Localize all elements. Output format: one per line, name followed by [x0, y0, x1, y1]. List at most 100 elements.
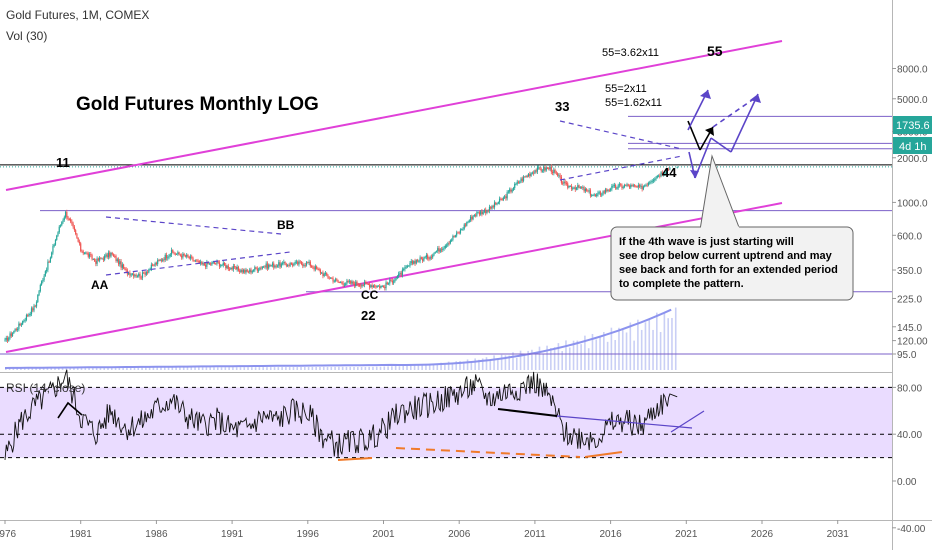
candle-body [143, 272, 145, 274]
volume-bar [46, 367, 49, 370]
volume-bar [375, 366, 378, 370]
volume-bar [69, 367, 71, 370]
candle-body [249, 269, 251, 273]
candle-body [30, 308, 33, 315]
candle-body [90, 254, 92, 256]
candle-body [492, 206, 494, 208]
candle-body [627, 184, 629, 186]
candle-body [604, 189, 607, 193]
candle-body [606, 189, 608, 192]
volume-bar [118, 367, 121, 370]
candle-body [534, 170, 536, 174]
wave-label-33: 33 [555, 99, 569, 114]
candle-body [191, 256, 193, 258]
volume-bar [523, 354, 526, 370]
candle-body [481, 211, 483, 215]
candle-body [254, 267, 256, 271]
candle-body [379, 285, 381, 288]
candle-body [505, 196, 507, 199]
volume-bar [110, 367, 113, 370]
candle-body [182, 253, 184, 258]
candle-body [302, 264, 304, 266]
candle-body [553, 169, 555, 173]
wave-label-44: 44 [662, 165, 677, 180]
arrow-head [750, 94, 761, 103]
volume-bar [595, 339, 598, 370]
candle-body [403, 269, 405, 270]
candle-body [597, 192, 599, 195]
candle-body [159, 259, 161, 261]
candle-body [153, 264, 155, 266]
candle-body [646, 184, 648, 186]
candle-body [24, 319, 26, 321]
candle-body [208, 263, 210, 265]
candle-body [62, 220, 64, 223]
candle-body [511, 189, 513, 192]
volume-bar [538, 346, 541, 370]
triangle-upper-33-44 [559, 120, 683, 150]
candle-body [506, 192, 508, 199]
candle-body [389, 279, 391, 284]
candle-body [327, 275, 329, 278]
candle-body [593, 194, 595, 196]
volume-bar [587, 348, 590, 370]
candle-body [139, 273, 141, 278]
candle-body [607, 190, 609, 192]
volume-bar [156, 367, 158, 370]
volume-bar [659, 332, 662, 370]
candle-body [136, 276, 139, 277]
volume-bar [12, 367, 15, 370]
candle-body [172, 249, 174, 253]
candle-body [498, 198, 501, 203]
volume-bar [99, 367, 102, 370]
candle-body [633, 185, 636, 187]
volume-bar [648, 319, 651, 370]
candle-body [183, 253, 185, 256]
volume-bar [372, 366, 374, 370]
volume-bar [338, 366, 340, 370]
candle-body [319, 270, 322, 274]
candle-body [310, 266, 313, 267]
candle-body [266, 263, 269, 269]
candle-body [588, 190, 590, 192]
candle-body [583, 187, 585, 192]
candle-body [408, 265, 410, 267]
rsi-low-marker-2 [584, 451, 623, 458]
candle-body [427, 255, 429, 259]
candle-body [280, 263, 282, 267]
candle-body [422, 258, 424, 261]
candle-body [120, 261, 122, 268]
candle-body [184, 255, 187, 257]
candle-body [38, 291, 40, 295]
volume-bar [292, 367, 295, 370]
volume-bar [637, 319, 639, 370]
volume-bar [42, 367, 45, 370]
candle-body [119, 261, 121, 265]
candle-body [237, 266, 240, 271]
volume-bar [478, 359, 480, 370]
candle-body [641, 185, 643, 190]
candle-body [375, 286, 377, 288]
candle-body [447, 243, 449, 246]
volume-bar [137, 367, 140, 370]
candle-body [419, 257, 421, 262]
candle-body [514, 184, 516, 189]
volume-bar [656, 312, 658, 370]
candle-body [568, 186, 570, 188]
candle-body [390, 279, 392, 281]
candle-body [168, 255, 170, 258]
candle-body [570, 186, 573, 189]
volume-bar [334, 366, 336, 370]
price-axis-tick-label: 5000.0 [897, 95, 928, 106]
volume-bar [171, 367, 174, 370]
candle-body [220, 265, 222, 267]
candle-body [386, 282, 388, 285]
candle-body [612, 185, 614, 187]
volume-bar [285, 367, 287, 370]
volume-bar [141, 367, 143, 370]
candle-body [512, 188, 515, 190]
candle-body [206, 262, 208, 267]
candle-body [384, 287, 386, 289]
rsi-indicator-label: RSI (14, close) [6, 381, 85, 395]
candle-body [500, 198, 502, 200]
